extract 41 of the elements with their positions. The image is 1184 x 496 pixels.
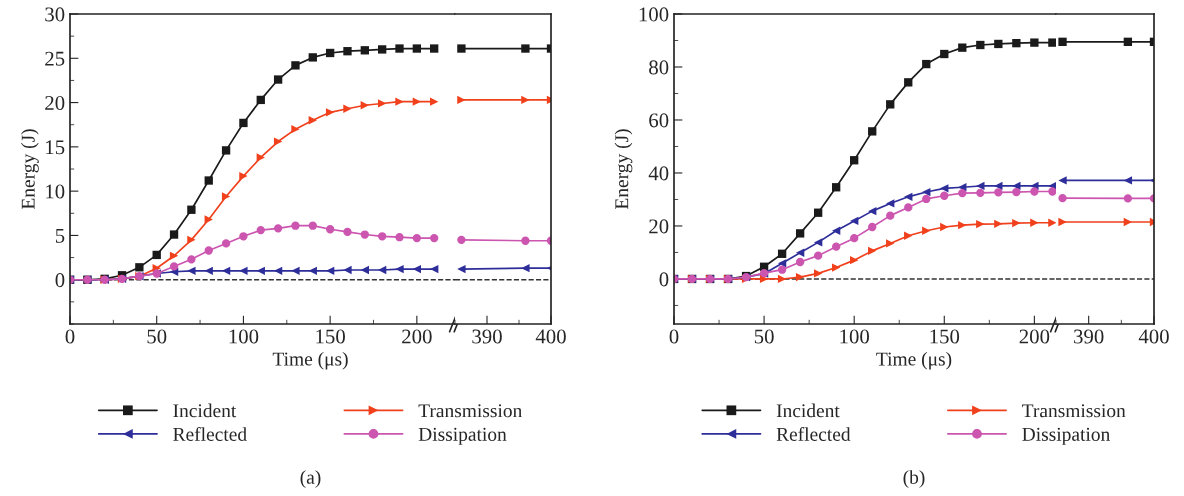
y-tick-label: 40: [648, 166, 669, 181]
y-tick-label: 15: [46, 140, 65, 155]
x-tick-label: 200: [402, 329, 432, 344]
legend-label: Dissipation: [1022, 427, 1110, 445]
y-tick-label: 60: [649, 113, 669, 128]
legend-label: Transmission: [418, 404, 522, 418]
x-tick-label: 200: [1019, 329, 1050, 344]
y-tick-label: 5: [55, 229, 65, 243]
x-tick-label: 50: [147, 329, 167, 344]
y-tick-label: 10: [46, 184, 65, 199]
x-tick-label: 0: [65, 329, 75, 344]
y-tick-label: 0: [55, 273, 65, 288]
x-tick-label: 100: [229, 329, 259, 344]
x-tick-label: 100: [840, 329, 870, 344]
x-tick-label: 150: [930, 329, 960, 344]
y-tick-label: 100: [639, 7, 669, 22]
x-axis-title: Time (μs): [272, 351, 348, 370]
legend-label: Transmission: [1022, 404, 1126, 418]
y-tick-label: 0: [659, 272, 669, 287]
y-tick-label: 20: [649, 219, 669, 234]
y-tick-label: 80: [649, 60, 669, 75]
x-tick-label: 0: [669, 329, 679, 344]
x-tick-label: 400: [1138, 329, 1169, 344]
legend-label: Reflected: [776, 427, 851, 441]
legend-label: Dissipation: [418, 427, 507, 445]
y-tick-label: 30: [45, 7, 65, 22]
legend-label: Reflected: [173, 427, 247, 441]
text: (b): [903, 470, 925, 488]
x-tick-label: 390: [472, 329, 502, 344]
x-axis-title: Time (μs): [876, 351, 952, 370]
x-tick-label: 50: [754, 329, 774, 344]
text: (a): [300, 470, 321, 488]
legend-label: Incident: [173, 403, 237, 418]
y-tick-label: 25: [45, 51, 65, 66]
y-tick-label: 20: [45, 95, 65, 110]
x-tick-label: 150: [316, 329, 345, 344]
x-tick-label: 390: [1074, 329, 1104, 344]
x-tick-label: 400: [535, 329, 566, 344]
y-axis-title: Energy (J): [614, 129, 633, 210]
y-axis-title: Energy (J): [21, 129, 39, 210]
legend-label: Incident: [776, 403, 840, 418]
